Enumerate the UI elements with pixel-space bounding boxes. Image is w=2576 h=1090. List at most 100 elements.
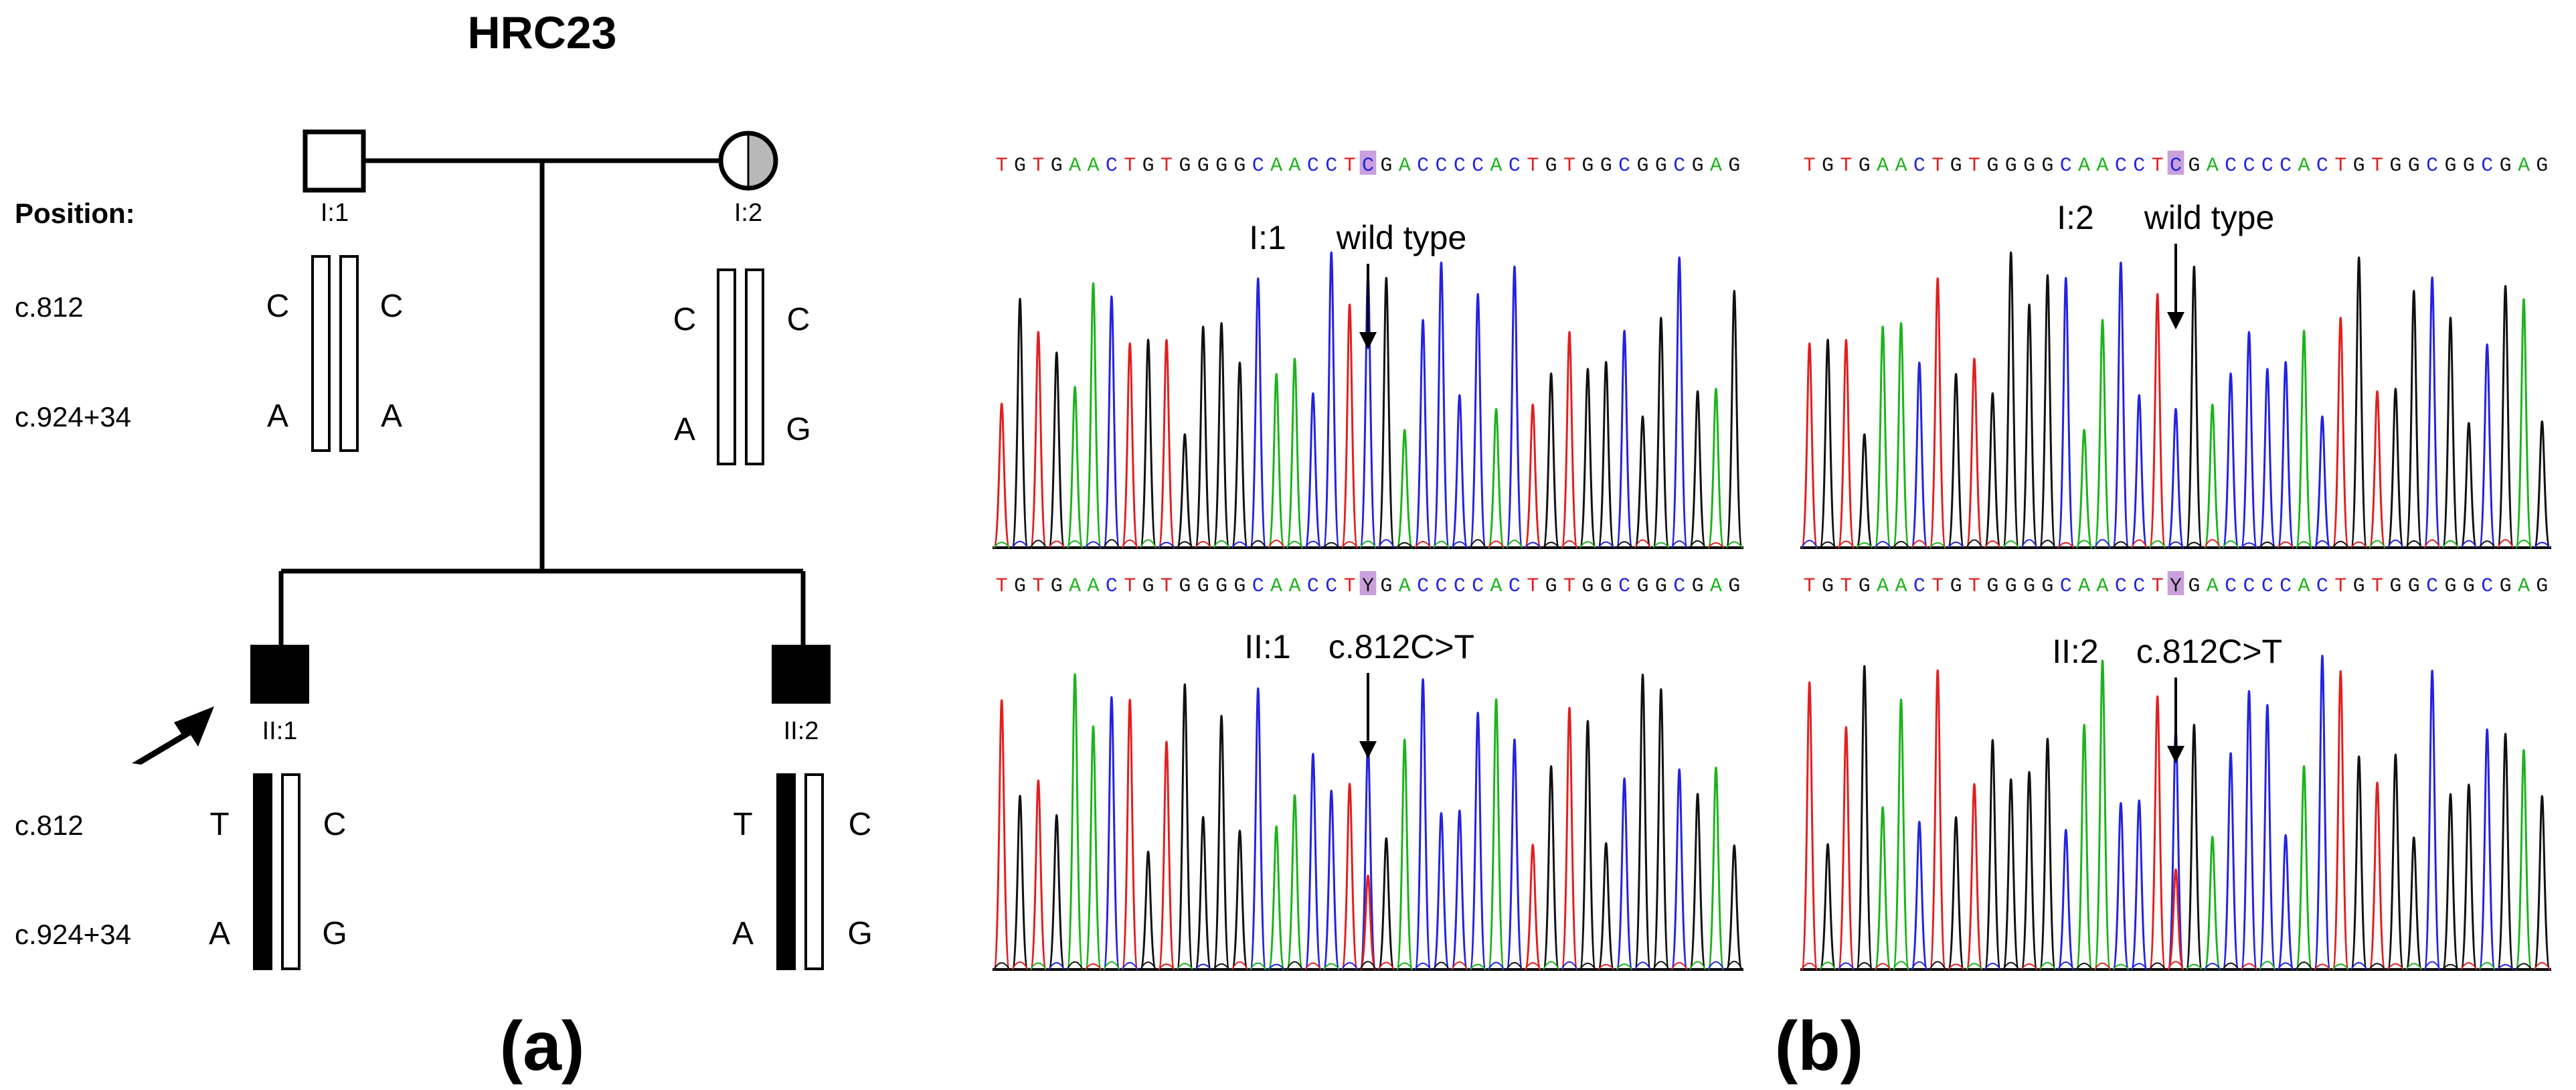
variant-highlight: [2167, 151, 2184, 175]
base-letter: G: [1728, 575, 1740, 598]
peak-trace: [1414, 319, 1432, 549]
noise-trace: [1286, 961, 1303, 970]
base-letter: G: [1215, 575, 1227, 598]
peak-trace: [2203, 403, 2221, 549]
allele-label: C: [323, 807, 347, 842]
peak-trace: [2148, 293, 2166, 549]
base-letter: T: [996, 155, 1008, 177]
peak-trace: [1176, 433, 1194, 549]
peak-trace: [2405, 290, 2423, 549]
noise-trace: [1801, 962, 1818, 970]
base-letter: C: [1252, 575, 1264, 598]
peak-trace: [2203, 836, 2221, 971]
allele-label: G: [322, 916, 347, 951]
noise-trace: [2423, 961, 2441, 970]
peak-trace: [1616, 777, 1634, 971]
peak-trace: [2075, 724, 2093, 971]
noise-trace: [1598, 541, 1615, 548]
peak-trace: [1084, 282, 1102, 549]
noise-trace: [1066, 540, 1084, 548]
base-letter: A: [1270, 155, 1282, 177]
noise-trace: [1377, 961, 1395, 970]
peak-trace: [2057, 828, 2075, 971]
base-letter: A: [1069, 155, 1081, 177]
base-letter: T: [1840, 155, 1852, 177]
noise-trace: [2534, 542, 2551, 548]
base-letter: C: [1417, 155, 1429, 177]
noise-trace: [993, 962, 1011, 970]
noise-trace: [2167, 541, 2184, 548]
noise-trace: [1359, 961, 1377, 970]
allele-label: C: [266, 289, 290, 324]
individual-id: II:2: [784, 717, 819, 745]
arrow-head-icon: [2167, 746, 2184, 763]
noise-trace: [2460, 962, 2478, 970]
peak-trace: [2387, 753, 2405, 971]
peak-trace: [1450, 809, 1468, 971]
noise-trace: [2167, 961, 2184, 970]
noise-trace: [2350, 961, 2368, 970]
proband-arrow-icon: [132, 706, 214, 765]
peak-trace: [1800, 342, 1818, 549]
noise-trace: [1652, 961, 1670, 970]
peak-trace: [1066, 673, 1084, 971]
peak-trace: [2405, 836, 2423, 971]
noise-trace: [1929, 542, 1946, 548]
noise-trace: [1396, 962, 1413, 970]
panel-label: (b): [1775, 1008, 1864, 1085]
noise-trace: [1140, 539, 1156, 548]
haplotype-bar: [804, 773, 824, 970]
base-letter: G: [1142, 155, 1154, 177]
noise-trace: [1598, 963, 1615, 970]
noise-trace: [1524, 962, 1541, 970]
base-letter: T: [1124, 155, 1136, 177]
peak-trace: [1892, 322, 1910, 549]
noise-trace: [2460, 540, 2478, 548]
base-letter: C: [2280, 575, 2292, 598]
base-letter: G: [1197, 155, 1209, 177]
base-letter: T: [1527, 575, 1539, 598]
noise-trace: [2442, 540, 2459, 548]
allele-label: C: [849, 807, 872, 842]
base-letter: G: [1014, 575, 1026, 598]
noise-trace: [2130, 963, 2148, 970]
base-letter: T: [1344, 575, 1356, 598]
noise-trace: [1250, 540, 1267, 548]
noise-trace: [1652, 542, 1670, 548]
sample-label: II:2: [2052, 633, 2098, 670]
peak-trace: [1929, 277, 1947, 549]
noise-trace: [1103, 961, 1120, 970]
base-letter: Y: [2170, 575, 2182, 598]
base-letter: T: [1527, 155, 1539, 177]
noise-trace: [1725, 961, 1743, 970]
peak-trace: [1286, 358, 1304, 549]
peak-trace: [2258, 368, 2276, 549]
peak-trace: [1689, 793, 1707, 971]
peak-trace: [1432, 811, 1450, 971]
noise-trace: [1488, 961, 1505, 970]
noise-trace: [2149, 540, 2166, 548]
noise-trace: [1414, 962, 1432, 970]
peak-trace: [2075, 429, 2093, 549]
base-letter: C: [1435, 155, 1447, 177]
noise-trace: [2021, 963, 2038, 970]
base-letter: A: [1069, 575, 1081, 598]
peak-trace: [1874, 325, 1892, 549]
noise-trace: [2296, 961, 2312, 970]
position-label: c.924+34: [15, 919, 131, 950]
sample-label: I:1: [1249, 219, 1286, 256]
base-letter: G: [1051, 155, 1063, 177]
peak-trace: [1377, 837, 1395, 971]
peak-trace: [2002, 778, 2020, 971]
peak-trace: [1910, 362, 1928, 549]
peak-trace: [993, 402, 1011, 549]
base-letter: T: [2334, 155, 2346, 177]
base-letter: G: [2463, 575, 2475, 598]
noise-trace: [1561, 961, 1578, 970]
base-letter: G: [1233, 155, 1246, 177]
peak-trace: [1102, 295, 1120, 549]
noise-trace: [2314, 540, 2331, 548]
peak-trace: [1524, 403, 1542, 549]
position-label: c.812: [15, 291, 84, 323]
noise-trace: [2222, 962, 2239, 970]
